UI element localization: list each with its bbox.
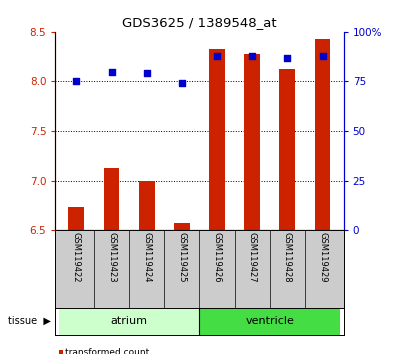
Bar [68, 207, 84, 230]
Point [249, 53, 256, 58]
Text: GSM119425: GSM119425 [177, 233, 186, 283]
Text: GSM119429: GSM119429 [318, 233, 327, 283]
Text: GSM119424: GSM119424 [142, 233, 151, 283]
Point [108, 69, 115, 74]
Point [179, 81, 185, 86]
Bar [315, 39, 331, 230]
Text: GSM119423: GSM119423 [107, 233, 116, 283]
Point [320, 53, 326, 58]
Point [143, 71, 150, 76]
Point [73, 79, 79, 84]
Text: ventricle: ventricle [245, 316, 294, 326]
Bar [199, 308, 340, 335]
Text: GSM119427: GSM119427 [248, 233, 257, 283]
Bar [59, 308, 199, 335]
Bar [209, 49, 225, 230]
Text: GSM119426: GSM119426 [213, 233, 222, 283]
Text: GSM119428: GSM119428 [283, 233, 292, 283]
Bar [245, 54, 260, 230]
Point [284, 55, 291, 61]
Title: GDS3625 / 1389548_at: GDS3625 / 1389548_at [122, 16, 277, 29]
Text: transformed count: transformed count [65, 348, 149, 354]
Bar [139, 181, 154, 230]
Text: GSM119422: GSM119422 [72, 233, 81, 283]
Bar [280, 69, 295, 230]
Bar [103, 168, 119, 230]
Text: tissue  ▶: tissue ▶ [8, 316, 51, 326]
Point [214, 53, 220, 58]
Bar [174, 223, 190, 230]
Text: atrium: atrium [111, 316, 148, 326]
